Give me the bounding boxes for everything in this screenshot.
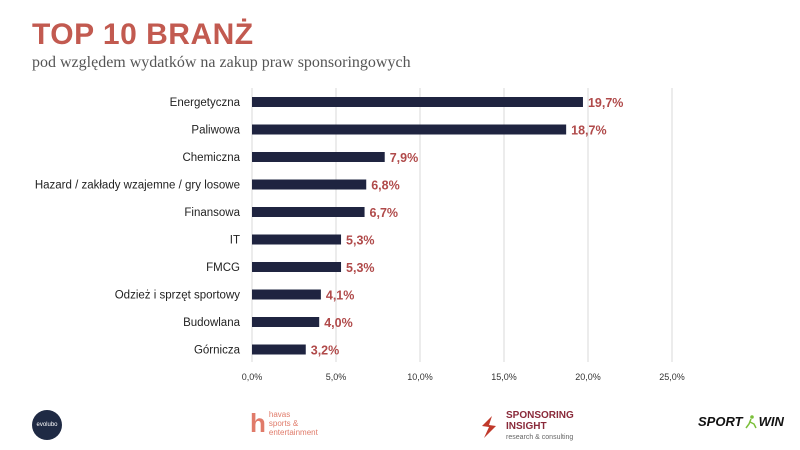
x-tick-label: 20,0% [575, 372, 601, 382]
category-label: Budowlana [183, 317, 241, 329]
x-tick-label: 25,0% [659, 372, 685, 382]
bar [252, 262, 342, 272]
sponsoring-insight-line: SPONSORING [506, 410, 574, 421]
runner-icon [744, 414, 757, 428]
data-label: 19,7% [588, 96, 623, 110]
footer-logos: evolubo h havas sports & entertainment S… [0, 400, 800, 450]
sponsoring-insight-logo: SPONSORING INSIGHT research & consulting [478, 410, 574, 443]
havas-logo-mark: h [250, 408, 266, 438]
category-label: Chemiczna [182, 152, 240, 164]
x-tick-label: 0,0% [242, 372, 263, 382]
havas-logo-line: entertainment [268, 428, 318, 437]
bar [252, 317, 320, 327]
bar [252, 207, 365, 217]
data-label: 18,7% [571, 124, 606, 138]
data-label: 4,0% [324, 316, 353, 330]
category-label: FMCG [206, 262, 240, 274]
bar [252, 234, 342, 245]
bar [252, 152, 385, 162]
category-label: Hazard / zakłady wzajemne / gry losowe [35, 180, 240, 192]
data-label: 7,9% [390, 151, 419, 165]
havas-logo: h havas sports & entertainment [250, 410, 318, 437]
evolubo-logo: evolubo [32, 410, 62, 440]
havas-logo-line: sports & [268, 419, 299, 428]
sponsoring-insight-mark-icon [482, 415, 496, 438]
x-tick-label: 5,0% [326, 372, 347, 382]
sportwin-logo: SPORT WIN [698, 414, 784, 429]
data-label: 6,8% [371, 179, 400, 193]
category-label: Górnicza [194, 345, 241, 357]
bar [252, 289, 321, 300]
category-label: Finansowa [184, 207, 240, 219]
evolubo-logo-text: evolubo [36, 422, 58, 428]
bar [252, 97, 583, 107]
bar [252, 179, 367, 190]
bar [252, 124, 567, 135]
sponsoring-insight-line: research & consulting [506, 434, 574, 441]
category-label: IT [230, 235, 240, 247]
x-tick-label: 10,0% [407, 372, 433, 382]
data-label: 6,7% [370, 206, 399, 220]
data-label: 5,3% [346, 234, 375, 248]
chart-subtitle: pod względem wydatków na zakup praw spon… [32, 54, 411, 71]
category-label: Paliwowa [191, 125, 240, 137]
category-label: Energetyczna [170, 97, 241, 109]
data-label: 4,1% [326, 289, 355, 303]
category-label: Odzież i sprzęt sportowy [115, 290, 241, 302]
bar-chart: 0,0% 5,0% 10,0% 15,0% 20,0% 25,0% Energetyczna… [35, 88, 685, 382]
havas-logo-line: havas [268, 410, 291, 419]
sportwin-part: SPORT [698, 414, 743, 429]
x-tick-label: 15,0% [491, 372, 517, 382]
chart-title: TOP 10 BRANŻ [32, 18, 254, 51]
bar [252, 344, 306, 355]
data-label: 3,2% [311, 344, 340, 358]
sportwin-part: WIN [758, 414, 784, 429]
data-label: 5,3% [346, 261, 375, 275]
sponsoring-insight-line: INSIGHT [506, 421, 547, 432]
